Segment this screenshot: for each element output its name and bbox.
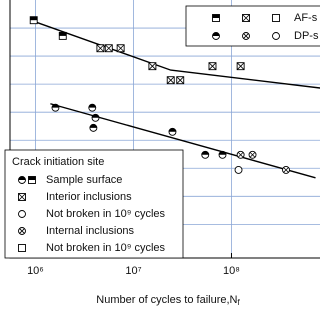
marker [272,14,280,22]
marker [201,150,210,159]
marker-fill [89,124,97,128]
marker [218,150,227,159]
x-tick-label: 10⁸ [223,265,240,277]
marker-cross [116,44,125,53]
x-axis-title-text: Number of cycles to failure,N [96,294,237,306]
marker-shape [18,210,26,218]
x-axis-title: Number of cycles to failure,Nf [96,294,240,307]
legend-label: Interior inclusions [46,191,132,203]
marker-fill [219,151,227,155]
marker-fill [212,32,220,36]
marker-cross [243,33,249,39]
marker [88,103,97,112]
marker-cross [236,62,245,70]
marker-fill [201,151,209,155]
marker [104,44,113,53]
marker-fill [59,32,67,36]
marker [18,210,26,218]
fit-line [30,19,320,89]
marker-shape [272,32,280,40]
marker-fill [28,176,36,180]
marker-cross [242,14,250,22]
marker [58,31,67,40]
marker-fill [168,128,176,132]
marker-cross [249,152,256,158]
marker-fill [212,14,220,18]
marker [96,44,105,53]
marker [236,150,245,159]
marker [234,165,243,174]
marker-fill [30,16,38,21]
legend-box [185,5,320,47]
marker [29,16,38,25]
marker-cross [18,193,26,201]
marker [18,244,26,252]
marker-fill [18,176,26,180]
marker [176,76,185,85]
marker-shape [272,14,280,22]
marker-cross [148,62,157,70]
marker [91,113,100,122]
marker [282,165,290,174]
marker-shape [234,165,243,174]
marker-shape [18,244,26,252]
legend-label: Sample surface [46,174,122,186]
marker-cross [96,44,105,53]
marker [166,76,175,85]
marker [28,176,36,184]
marker [18,193,26,201]
marker [168,127,177,136]
marker [242,14,250,22]
marker [212,14,220,22]
marker [18,227,26,235]
marker-cross [105,44,113,53]
legend-label: Not broken in 10⁹ cycles [46,208,166,220]
marker [248,150,257,159]
marker-cross [208,62,217,70]
marker [18,176,26,184]
marker [148,62,157,71]
marker [272,32,280,40]
marker-fill [51,104,59,108]
legend-label: AF-s [294,12,318,24]
legend-label: DP-s [294,30,319,42]
marker [212,32,220,40]
marker [242,32,250,40]
marker [208,62,217,71]
x-axis-title-sub: f [237,298,240,307]
marker-cross [176,76,185,84]
x-tick-label: 10⁷ [125,265,141,277]
marker [89,123,98,132]
marker [116,44,125,53]
marker-fill [88,104,96,108]
marker-cross [19,228,25,234]
marker [236,62,245,71]
marker-cross [166,76,175,84]
legend-label: Internal inclusions [46,225,135,237]
legend-box [4,149,184,259]
marker [51,103,60,112]
legend-label: Not broken in 10⁹ cycles [46,242,166,254]
marker-fill [92,114,100,118]
marker-cross [237,152,244,158]
legend-title: Crack initiation site [12,156,104,168]
x-tick-label: 10⁶ [27,265,44,277]
marker-cross [283,167,289,173]
